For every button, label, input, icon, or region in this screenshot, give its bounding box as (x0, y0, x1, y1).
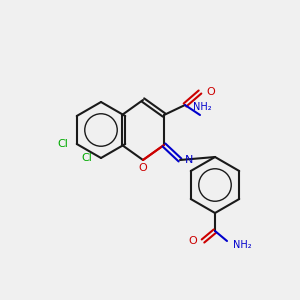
Text: O: O (188, 236, 197, 246)
Text: O: O (139, 163, 147, 173)
Text: Cl: Cl (57, 139, 68, 149)
Text: N: N (185, 155, 194, 165)
Text: Cl: Cl (82, 153, 92, 163)
Text: NH₂: NH₂ (193, 102, 211, 112)
Text: NH₂: NH₂ (233, 240, 252, 250)
Text: O: O (206, 87, 215, 97)
